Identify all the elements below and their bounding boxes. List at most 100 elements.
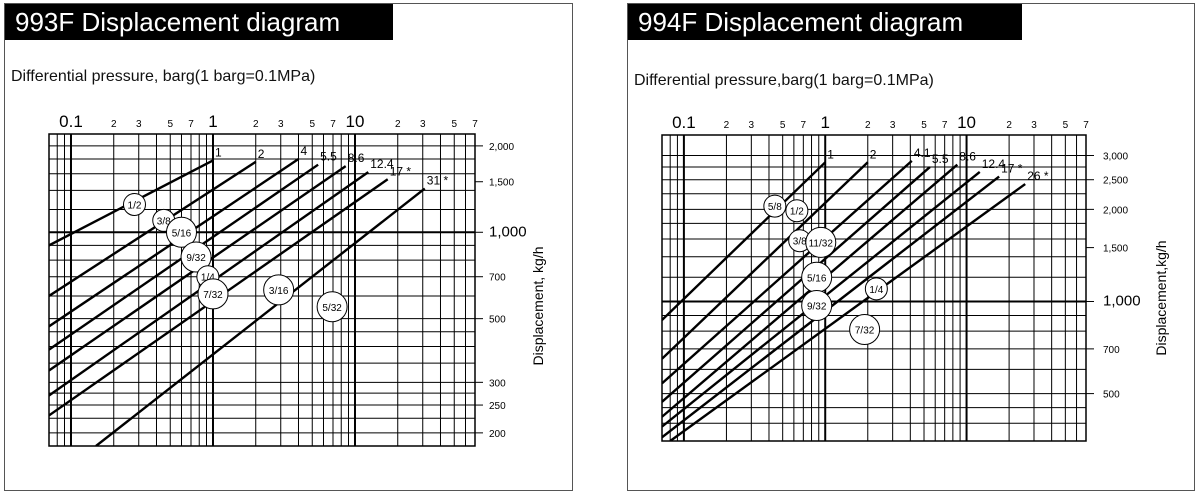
max-pressure-label: 1	[827, 147, 834, 161]
y-tick-label: 1,000	[1103, 292, 1141, 309]
plot-frame	[661, 134, 1087, 442]
orifice-size-label: 7/32	[849, 313, 881, 345]
svg-text:1/2: 1/2	[128, 200, 142, 211]
max-pressure-label: 2	[258, 147, 265, 161]
chart-993f: 0.1 2 3 5 7 1 2 3 5 7 10 2 3 5 7 2,000 1,500 1,000 700 500 3…	[48, 112, 546, 447]
svg-text:1/4: 1/4	[201, 273, 215, 284]
svg-text:1/4: 1/4	[869, 285, 883, 296]
x-tick-label: 2	[724, 120, 730, 131]
svg-text:5/16: 5/16	[172, 228, 192, 239]
svg-text:5/16: 5/16	[807, 273, 827, 284]
x-tick-label: 2	[253, 119, 259, 130]
max-pressure-label: 2	[870, 147, 877, 161]
series-line-5-8	[662, 161, 827, 321]
x-axis-label: Differential pressure,barg(1 barg=0.1MPa…	[634, 72, 934, 89]
y-tick-label: 500	[1103, 390, 1120, 401]
x-axis-label: Differential pressure, barg(1 barg=0.1MP…	[11, 68, 316, 85]
x-tick-label: 5	[780, 120, 786, 131]
max-pressure-label: 4	[300, 144, 307, 158]
orifice-size-label: 5/16	[165, 216, 197, 248]
y-tick-label: 250	[489, 401, 506, 412]
orifice-size-label: 9/32	[801, 290, 833, 322]
y-tick-label: 2,000	[1103, 205, 1128, 216]
x-tick-label: 0.1	[672, 113, 696, 132]
chart-994f: 0.1 2 3 5 7 1 2 3 5 7 10 2 3 5 7 3,000 2,500 2,000 1,500 1,…	[661, 113, 1169, 442]
diagram-panel-993f: 993F Displacement diagram Differential p…	[4, 3, 573, 491]
orifice-size-label: 1/4	[864, 277, 888, 301]
max-pressure-label: 8.6	[348, 151, 365, 165]
svg-text:3/16: 3/16	[269, 286, 289, 297]
x-tick-label: 5	[309, 119, 315, 130]
max-pressure-label: 31 *	[427, 174, 449, 188]
x-tick-label: 5	[167, 119, 173, 130]
y-axis-label: Displacement,kg/h	[1153, 240, 1169, 355]
y-axis-label: Displacement, kg/h	[530, 246, 546, 365]
series-line-5-32	[95, 187, 426, 446]
orifice-size-label: 1/2	[785, 199, 809, 223]
svg-text:11/32: 11/32	[809, 238, 834, 249]
series-line-3-8	[662, 160, 913, 385]
y-tick-label: 1,000	[489, 223, 527, 240]
y-tick-label: 1,500	[489, 178, 514, 189]
orifice-size-label: 5/16	[801, 261, 833, 293]
gridlines	[661, 134, 1087, 442]
max-pressure-label: 5.5	[320, 150, 337, 164]
max-pressure-label: 4.1	[914, 146, 931, 160]
orifice-size-label: 3/16	[263, 274, 295, 306]
series-line-3-8	[49, 160, 257, 297]
x-tick-label: 3	[890, 120, 896, 131]
x-tick-label: 3	[278, 119, 284, 130]
svg-text:9/32: 9/32	[807, 302, 827, 313]
svg-text:9/32: 9/32	[186, 253, 206, 264]
svg-text:3/8: 3/8	[793, 237, 807, 248]
orifice-size-label: 7/32	[197, 278, 229, 310]
y-tick-label: 2,500	[1103, 176, 1128, 187]
x-tick-label: 7	[188, 119, 194, 130]
max-pressure-label: 26 *	[1027, 169, 1049, 183]
svg-text:5/32: 5/32	[322, 303, 342, 314]
svg-text:3/8: 3/8	[157, 216, 171, 227]
y-tick-label: 2,000	[489, 142, 514, 153]
diagram-panel-994f: 994F Displacement diagram Differential p…	[627, 3, 1195, 491]
x-tick-label: 5	[1063, 120, 1069, 131]
svg-text:1/2: 1/2	[790, 207, 804, 218]
y-tick-label: 1,500	[1103, 244, 1128, 255]
svg-text:5/8: 5/8	[768, 202, 782, 213]
gridlines	[48, 134, 476, 447]
x-tick-label: 7	[330, 119, 336, 130]
x-tick-label: 2	[865, 120, 871, 131]
x-tick-label: 3	[136, 119, 142, 130]
x-tick-label: 2	[111, 119, 117, 130]
x-tick-label: 5	[921, 120, 927, 131]
max-pressure-label: 17 *	[1001, 162, 1023, 176]
y-tick-label: 500	[489, 315, 506, 326]
y-tick-label: 200	[489, 429, 506, 440]
x-tick-label: 10	[957, 113, 976, 132]
y-tick-label: 3,000	[1103, 151, 1128, 162]
series-line-1-2	[662, 161, 869, 360]
x-tick-label: 7	[801, 120, 807, 131]
x-tick-label: 7	[1083, 120, 1089, 131]
orifice-size-label: 9/32	[180, 241, 212, 273]
x-tick-label: 3	[1031, 120, 1037, 131]
orifice-size-label: 5/8	[763, 194, 787, 218]
series-line-7-32	[669, 183, 1026, 441]
max-pressure-label: 1	[215, 145, 222, 159]
orifice-size-label: 5/32	[316, 291, 348, 323]
x-tick-label: 2	[395, 119, 401, 130]
x-tick-label: 10	[346, 112, 365, 131]
orifice-size-label: 11/32	[805, 226, 837, 258]
y-tick-label: 700	[1103, 345, 1120, 356]
x-tick-label: 0.1	[59, 112, 83, 131]
y-tick-label: 300	[489, 378, 506, 389]
x-tick-label: 1	[208, 112, 217, 131]
x-tick-label: 2	[1006, 120, 1012, 131]
x-tick-label: 7	[472, 119, 478, 130]
x-tick-label: 1	[820, 113, 829, 132]
series-line-11-32	[662, 166, 931, 403]
max-pressure-label: 8.6	[959, 150, 976, 164]
x-tick-label: 3	[749, 120, 755, 131]
svg-text:7/32: 7/32	[855, 325, 875, 336]
orifice-size-label: 1/2	[122, 192, 146, 216]
chart-title: 994F Displacement diagram	[628, 4, 1022, 40]
